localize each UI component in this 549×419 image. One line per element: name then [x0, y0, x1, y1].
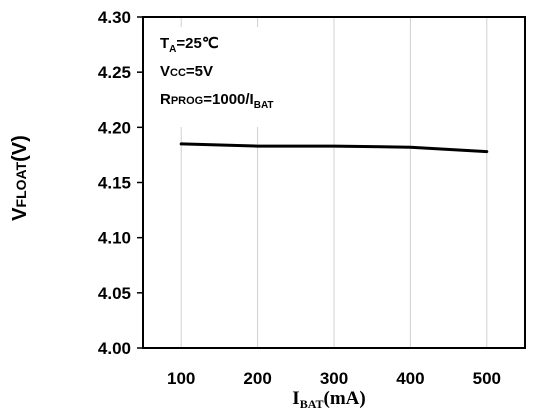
annotation-ta-rest: =25℃ [176, 35, 218, 52]
y-tick-label: 4.10 [98, 229, 131, 248]
annotation-ta-main: T [160, 35, 169, 52]
x-tick-label: 200 [243, 369, 271, 388]
annotation-vcc: VCC=5V [160, 63, 213, 80]
x-axis-label: IBAT(mA) [292, 388, 365, 411]
annotation-rprog-main: R [160, 91, 171, 108]
y-tick-label: 4.05 [98, 284, 131, 303]
x-tick-label: 100 [167, 369, 195, 388]
annotation-vcc-rest: =5V [186, 63, 213, 80]
y-axis-label-main: V [9, 207, 31, 221]
series-layer [179, 142, 489, 154]
y-tick-label: 4.00 [98, 339, 131, 358]
annotation-rprog-sub: PROG [171, 95, 203, 107]
annotation-vcc-main: V [160, 63, 170, 80]
y-axis-label-unit: (V) [9, 135, 31, 162]
annotation-rprog-rest: =1000/I [203, 91, 253, 108]
x-tick-label: 500 [473, 369, 501, 388]
annotation-rprog: RPROG=1000/IBAT [160, 91, 274, 111]
y-axis-label-sub: FLOAT [13, 161, 29, 207]
annotation-vcc-sub: CC [170, 67, 186, 79]
x-tick-label: 300 [320, 369, 348, 388]
y-tick-label: 4.30 [98, 8, 131, 27]
tick-layer: 100 200 300 400 500 4.00 4.05 4.10 4.15 4.20 4.25 4… [98, 8, 501, 388]
x-axis-label-unit: (mA) [324, 388, 366, 409]
x-tick-label: 400 [396, 369, 424, 388]
annotation-ta: TA=25℃ [160, 35, 219, 55]
annotation-box-background [154, 27, 309, 127]
annotation-box: TA=25℃ VCC=5V RPROG=1000/IBAT [154, 27, 309, 127]
x-axis-label-main: I [292, 388, 299, 409]
y-tick-label: 4.20 [98, 118, 131, 137]
annotation-rprog-sub2: BAT [254, 100, 274, 111]
series-line [179, 142, 489, 154]
y-axis-label: VFLOAT(V) [9, 135, 31, 221]
x-axis-label-sub: BAT [300, 397, 324, 411]
annotation-ta-sub: A [169, 44, 176, 55]
y-tick-label: 4.25 [98, 63, 131, 82]
y-tick-label: 4.15 [98, 174, 131, 193]
